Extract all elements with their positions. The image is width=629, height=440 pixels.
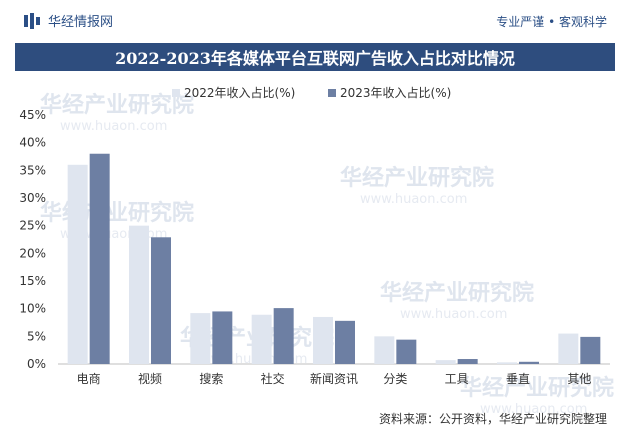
x-tick-label: 分类 xyxy=(383,372,407,386)
x-tick-label: 工具 xyxy=(445,372,469,386)
bar-2022 xyxy=(129,225,149,364)
source-note: 资料来源：公开资料，华经产业研究院整理 xyxy=(378,412,607,426)
y-tick-label: 10% xyxy=(19,302,46,316)
bar-2022 xyxy=(251,314,272,364)
bar-2023 xyxy=(151,237,171,364)
brand-logo-icon xyxy=(24,12,42,29)
watermark-text: 华经产业研究院 xyxy=(380,280,534,306)
header-bar: 华经情报网 专业严谨 • 客观科学 xyxy=(0,0,629,40)
brand-slogan: 专业严谨 • 客观科学 xyxy=(496,15,607,29)
chart-title: 2022-2023年各媒体平台互联网广告收入占比对比情况 xyxy=(15,43,615,71)
watermark-url: www.huaon.com xyxy=(480,402,587,417)
watermark-url: www.huaon.com xyxy=(360,192,467,207)
bar-2023 xyxy=(396,339,417,364)
y-tick-label: 25% xyxy=(19,219,46,233)
y-tick-label: 30% xyxy=(19,191,46,205)
bar-2023 xyxy=(212,311,233,364)
chart-axes: 0% 5% 10% 15% 20% 25% 30% 35% 40% 45% 电商 视频 搜索 社交 新闻资讯… xyxy=(19,108,610,386)
bar-2023 xyxy=(457,359,478,364)
bar-2022 xyxy=(558,333,579,364)
x-tick-label: 其他 xyxy=(567,372,591,386)
bar-2022 xyxy=(67,164,88,364)
y-tick-label: 15% xyxy=(19,274,46,288)
watermark-text: 华经产业研究院 xyxy=(460,375,614,401)
bar-2023 xyxy=(89,153,110,364)
watermark-text: 华经产业研究院 xyxy=(340,165,494,191)
y-tick-label: 35% xyxy=(19,163,46,177)
watermark-url: www.huaon.com xyxy=(60,119,167,134)
y-tick-label: 5% xyxy=(27,329,46,343)
chart-bars xyxy=(67,153,601,364)
legend-swatch xyxy=(172,89,180,97)
bar-2022 xyxy=(374,336,395,364)
watermark-text: 华经产业研究院 xyxy=(40,92,194,118)
bar-2022 xyxy=(497,362,517,364)
x-tick-label: 垂直 xyxy=(506,372,530,386)
bar-2022 xyxy=(313,316,333,364)
brand-logo: 华经情报网 xyxy=(24,11,113,30)
bar-2023 xyxy=(519,361,539,364)
y-tick-label: 0% xyxy=(27,357,46,371)
x-tick-label: 社交 xyxy=(261,371,285,386)
legend-label: 2023年收入占比(%) xyxy=(340,85,451,100)
bar-2023 xyxy=(580,336,601,364)
bar-2023 xyxy=(335,320,355,364)
watermark-url: www.huaon.com xyxy=(400,307,507,322)
x-tick-label: 电商 xyxy=(77,371,101,386)
legend-swatch xyxy=(328,89,336,97)
bar-2022 xyxy=(435,360,456,364)
bar-2023 xyxy=(273,308,294,364)
y-tick-label: 40% xyxy=(19,136,46,150)
legend-label: 2022年收入占比(%) xyxy=(184,85,295,100)
chart-legend: 2022年收入占比(%) 2023年收入占比(%) xyxy=(172,85,451,100)
watermark-layer: 华经产业研究院www.huaon.com华经产业研究院www.huaon.com… xyxy=(40,92,614,417)
y-tick-label: 20% xyxy=(19,246,46,260)
watermark-text: 华经产业研究院 xyxy=(40,200,194,226)
x-tick-label: 新闻资讯 xyxy=(310,371,358,386)
bar-2022 xyxy=(190,313,211,364)
x-tick-label: 视频 xyxy=(138,371,162,386)
x-tick-label: 搜索 xyxy=(199,371,223,386)
y-tick-label: 45% xyxy=(19,108,46,122)
brand-name: 华经情报网 xyxy=(48,15,114,30)
